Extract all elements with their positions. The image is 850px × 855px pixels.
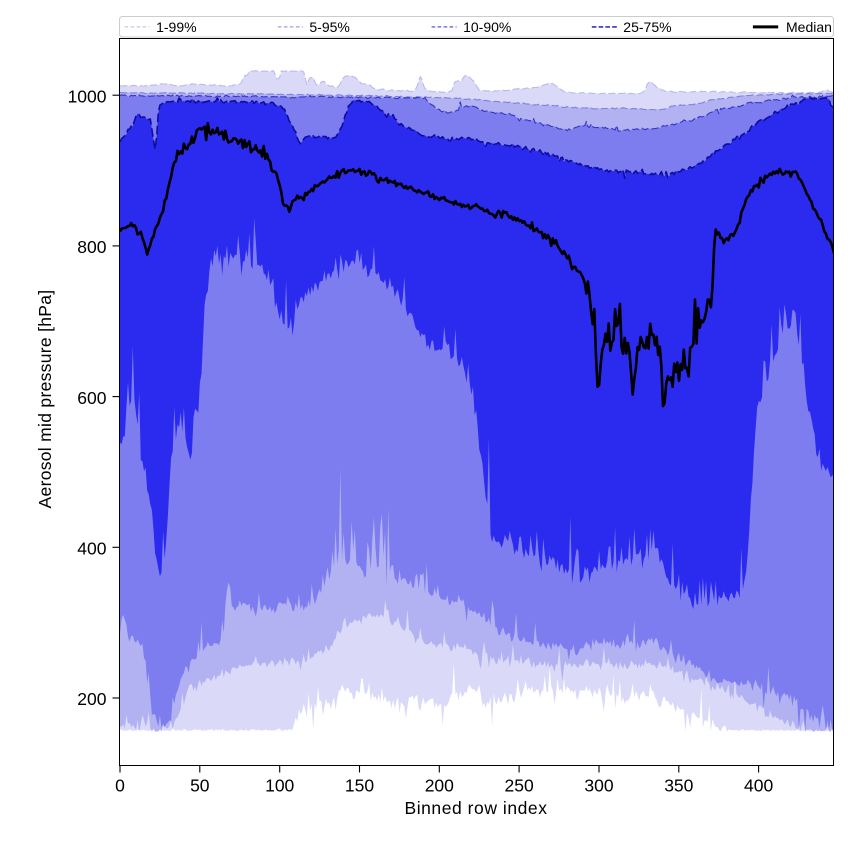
svg-text:0: 0 [115,775,125,795]
svg-text:250: 250 [504,775,533,795]
svg-text:Median: Median [786,19,832,35]
svg-text:5-95%: 5-95% [309,19,349,35]
svg-text:1000: 1000 [68,86,107,106]
svg-text:100: 100 [265,775,294,795]
svg-text:350: 350 [664,775,693,795]
svg-text:Aerosol mid pressure [hPa]: Aerosol mid pressure [hPa] [35,290,55,509]
svg-text:10-90%: 10-90% [463,19,511,35]
svg-text:25-75%: 25-75% [623,19,671,35]
svg-text:200: 200 [425,775,454,795]
svg-text:800: 800 [77,237,106,257]
svg-text:200: 200 [77,689,106,709]
svg-text:400: 400 [744,775,773,795]
svg-text:600: 600 [77,388,106,408]
svg-text:300: 300 [584,775,613,795]
svg-text:150: 150 [345,775,374,795]
svg-text:50: 50 [190,775,210,795]
svg-text:400: 400 [77,539,106,559]
svg-text:1-99%: 1-99% [156,19,196,35]
svg-text:Binned row index: Binned row index [404,798,547,818]
